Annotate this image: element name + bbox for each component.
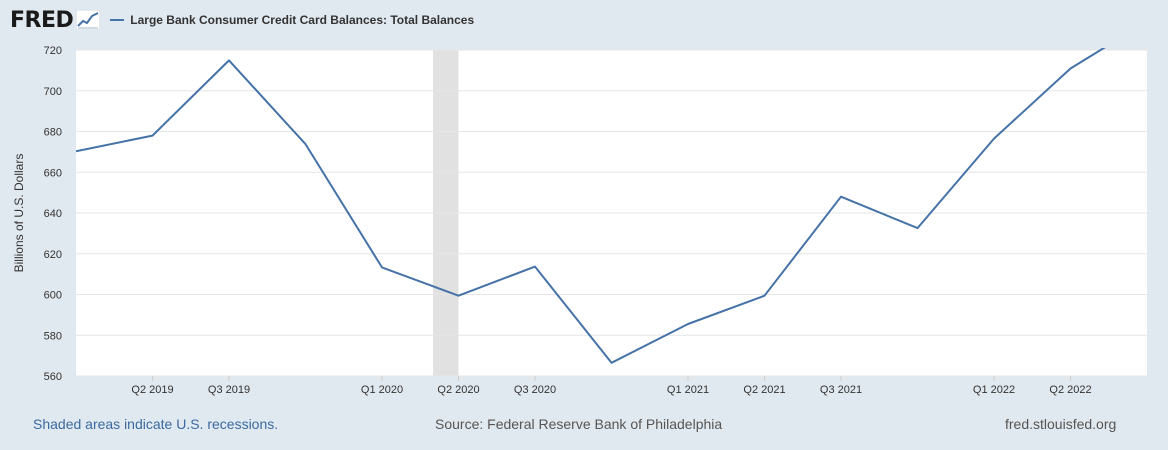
x-tick-label: Q1 2020 [361, 384, 403, 396]
y-tick-label: 660 [44, 167, 62, 179]
legend-series-name: Large Bank Consumer Credit Card Balances… [130, 13, 475, 27]
data-point[interactable] [223, 54, 235, 66]
data-point[interactable] [70, 145, 82, 157]
x-tick-label: Q1 2022 [973, 384, 1015, 396]
x-tick-label: Q3 2019 [208, 384, 250, 396]
chart-legend[interactable]: Large Bank Consumer Credit Card Balances… [110, 13, 474, 27]
x-tick-label: Q2 2022 [1049, 384, 1091, 396]
legend-swatch [110, 19, 125, 21]
y-tick-label: 700 [44, 86, 62, 98]
x-tick-label: Q2 2020 [437, 384, 479, 396]
y-axis-label: Billions of U.S. Dollars [12, 154, 26, 273]
y-tick-label: 640 [44, 208, 62, 220]
x-tick-label: Q2 2019 [131, 384, 173, 396]
site-link[interactable]: fred.stlouisfed.org [1005, 416, 1117, 432]
x-tick-label: Q1 2021 [667, 384, 709, 396]
data-point[interactable] [682, 318, 694, 330]
data-point[interactable] [606, 357, 618, 369]
data-point[interactable] [300, 138, 312, 150]
line-graph-icon [76, 10, 101, 30]
data-point[interactable] [453, 290, 465, 302]
data-point[interactable] [376, 261, 388, 273]
data-point[interactable] [835, 191, 847, 203]
x-tick-label: Q3 2020 [514, 384, 556, 396]
y-tick-label: 720 [44, 45, 62, 57]
data-point[interactable] [1065, 63, 1077, 75]
y-tick-label: 680 [44, 127, 62, 139]
data-point[interactable] [912, 222, 924, 234]
chart-header: FRED Large Bank Consumer Credit Card Bal… [10, 6, 474, 34]
source-note: Source: Federal Reserve Bank of Philadel… [435, 416, 723, 432]
data-point[interactable] [759, 290, 771, 302]
data-point[interactable] [529, 261, 541, 273]
y-tick-label: 580 [44, 330, 62, 342]
data-point[interactable] [988, 133, 1000, 145]
fred-logo[interactable]: FRED [10, 7, 101, 33]
data-point[interactable] [1141, 15, 1153, 27]
y-tick-label: 620 [44, 249, 62, 261]
recessions-note[interactable]: Shaded areas indicate U.S. recessions. [33, 416, 279, 432]
y-tick-label: 600 [44, 290, 62, 302]
line-chart[interactable]: 560 580 600 620 640 660 680 700 720 Q2 2019 Q3 201… [0, 0, 1168, 410]
x-tick-label: Q3 2021 [820, 384, 862, 396]
y-tick-label: 560 [44, 371, 62, 383]
series-line[interactable] [76, 22, 1147, 364]
x-tick-label: Q2 2021 [743, 384, 785, 396]
data-point[interactable] [147, 130, 159, 142]
fred-logo-text: FRED [10, 7, 74, 33]
